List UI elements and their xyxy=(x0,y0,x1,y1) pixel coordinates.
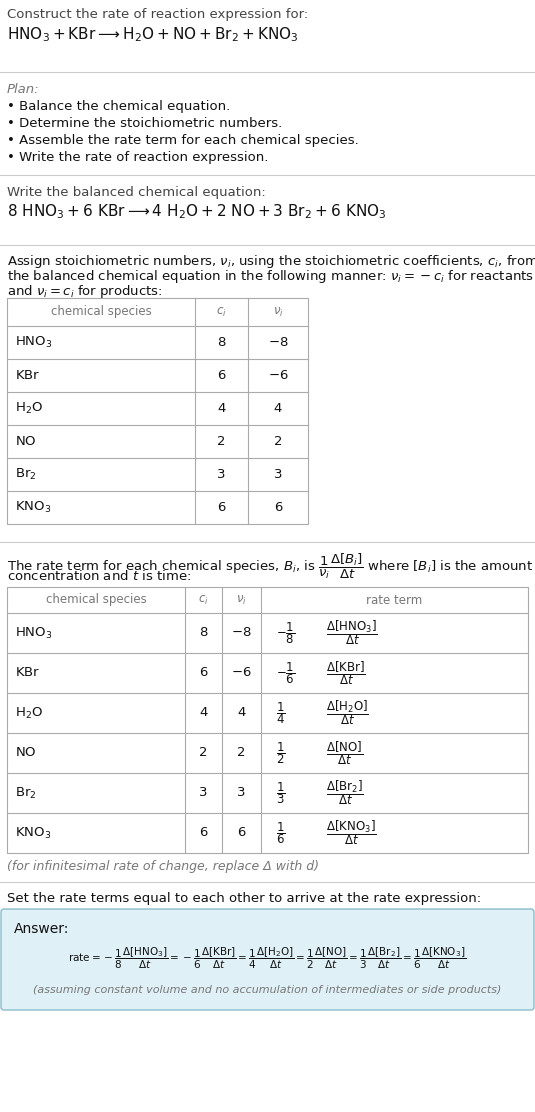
Text: $\mathrm{Br_2}$: $\mathrm{Br_2}$ xyxy=(15,785,36,801)
Text: $-6$: $-6$ xyxy=(231,666,252,679)
Text: $\dfrac{1}{4}$: $\dfrac{1}{4}$ xyxy=(276,701,286,726)
Text: 3: 3 xyxy=(274,468,282,481)
Text: 6: 6 xyxy=(200,826,208,840)
Text: $\mathrm{Br_2}$: $\mathrm{Br_2}$ xyxy=(15,467,36,481)
Text: 6: 6 xyxy=(217,369,226,383)
Text: Set the rate terms equal to each other to arrive at the rate expression:: Set the rate terms equal to each other t… xyxy=(7,892,481,905)
Text: 4: 4 xyxy=(200,706,208,719)
Text: 6: 6 xyxy=(274,502,282,514)
Text: and $\nu_i = c_i$ for products:: and $\nu_i = c_i$ for products: xyxy=(7,282,163,300)
Text: $-\dfrac{1}{6}$: $-\dfrac{1}{6}$ xyxy=(276,661,295,686)
FancyBboxPatch shape xyxy=(1,909,534,1010)
Text: 6: 6 xyxy=(200,666,208,679)
Text: $\mathrm{KBr}$: $\mathrm{KBr}$ xyxy=(15,369,40,383)
Text: $\dfrac{\Delta[\mathrm{H_2O}]}{\Delta t}$: $\dfrac{\Delta[\mathrm{H_2O}]}{\Delta t}… xyxy=(326,698,369,727)
Text: $\nu_i$: $\nu_i$ xyxy=(236,594,247,606)
Text: 3: 3 xyxy=(217,468,226,481)
Text: (for infinitesimal rate of change, replace Δ with d): (for infinitesimal rate of change, repla… xyxy=(7,860,319,873)
Text: 6: 6 xyxy=(217,502,226,514)
Text: concentration and $t$ is time:: concentration and $t$ is time: xyxy=(7,569,191,583)
Text: 2: 2 xyxy=(217,435,226,448)
Text: $\mathrm{KNO_3}$: $\mathrm{KNO_3}$ xyxy=(15,825,51,841)
Text: 6: 6 xyxy=(238,826,246,840)
Text: Construct the rate of reaction expression for:: Construct the rate of reaction expressio… xyxy=(7,8,308,21)
Text: $\dfrac{1}{2}$: $\dfrac{1}{2}$ xyxy=(276,741,286,766)
Text: 2: 2 xyxy=(274,435,282,448)
Text: The rate term for each chemical species, $B_i$, is $\dfrac{1}{\nu_i}\dfrac{\Delt: The rate term for each chemical species,… xyxy=(7,552,533,582)
Text: 4: 4 xyxy=(217,403,226,415)
Text: • Balance the chemical equation.: • Balance the chemical equation. xyxy=(7,100,230,113)
Text: $\dfrac{1}{3}$: $\dfrac{1}{3}$ xyxy=(276,781,286,806)
Text: $\dfrac{\Delta[\mathrm{NO}]}{\Delta t}$: $\dfrac{\Delta[\mathrm{NO}]}{\Delta t}$ xyxy=(326,739,363,767)
Text: $\mathrm{rate} = -\dfrac{1}{8}\dfrac{\Delta[\mathrm{HNO_3}]}{\Delta t} = -\dfrac: $\mathrm{rate} = -\dfrac{1}{8}\dfrac{\De… xyxy=(68,945,467,971)
Text: $-8$: $-8$ xyxy=(231,626,252,639)
Text: 2: 2 xyxy=(237,746,246,759)
Text: rate term: rate term xyxy=(366,594,423,606)
Text: $\mathrm{NO}$: $\mathrm{NO}$ xyxy=(15,746,37,759)
Text: $-8$: $-8$ xyxy=(268,336,288,349)
Text: chemical species: chemical species xyxy=(45,594,147,606)
Text: 8: 8 xyxy=(200,626,208,639)
Text: Write the balanced chemical equation:: Write the balanced chemical equation: xyxy=(7,186,266,199)
Text: $\mathrm{H_2O}$: $\mathrm{H_2O}$ xyxy=(15,401,43,416)
Text: (assuming constant volume and no accumulation of intermediates or side products): (assuming constant volume and no accumul… xyxy=(33,985,502,995)
Text: Assign stoichiometric numbers, $\nu_i$, using the stoichiometric coefficients, $: Assign stoichiometric numbers, $\nu_i$, … xyxy=(7,254,535,270)
Bar xyxy=(7,587,528,853)
Text: • Determine the stoichiometric numbers.: • Determine the stoichiometric numbers. xyxy=(7,117,282,130)
Text: $c_i$: $c_i$ xyxy=(216,306,227,318)
Text: Plan:: Plan: xyxy=(7,83,40,96)
Text: • Assemble the rate term for each chemical species.: • Assemble the rate term for each chemic… xyxy=(7,135,359,147)
Text: 3: 3 xyxy=(237,786,246,800)
Text: $\nu_i$: $\nu_i$ xyxy=(273,306,284,318)
Bar xyxy=(7,298,308,524)
Text: $\dfrac{\Delta[\mathrm{KBr}]}{\Delta t}$: $\dfrac{\Delta[\mathrm{KBr}]}{\Delta t}$ xyxy=(326,659,366,687)
Text: $-\dfrac{1}{8}$: $-\dfrac{1}{8}$ xyxy=(276,620,295,646)
Text: 4: 4 xyxy=(238,706,246,719)
Text: $\mathrm{KBr}$: $\mathrm{KBr}$ xyxy=(15,666,40,679)
Text: $\mathrm{HNO_3 + KBr \longrightarrow H_2O + NO + Br_2 + KNO_3}$: $\mathrm{HNO_3 + KBr \longrightarrow H_2… xyxy=(7,24,299,43)
Text: $\dfrac{\Delta[\mathrm{HNO_3}]}{\Delta t}$: $\dfrac{\Delta[\mathrm{HNO_3}]}{\Delta t… xyxy=(326,618,378,647)
Text: 8: 8 xyxy=(217,336,226,349)
Text: $\mathrm{KNO_3}$: $\mathrm{KNO_3}$ xyxy=(15,500,51,515)
Text: $\mathrm{HNO_3}$: $\mathrm{HNO_3}$ xyxy=(15,625,52,641)
Text: $\mathrm{NO}$: $\mathrm{NO}$ xyxy=(15,435,37,448)
Text: $\dfrac{\Delta[\mathrm{Br_2}]}{\Delta t}$: $\dfrac{\Delta[\mathrm{Br_2}]}{\Delta t}… xyxy=(326,778,364,807)
Text: $\mathrm{HNO_3}$: $\mathrm{HNO_3}$ xyxy=(15,335,52,350)
Text: $\mathrm{H_2O}$: $\mathrm{H_2O}$ xyxy=(15,705,43,721)
Text: $\dfrac{\Delta[\mathrm{KNO_3}]}{\Delta t}$: $\dfrac{\Delta[\mathrm{KNO_3}]}{\Delta t… xyxy=(326,818,377,847)
Text: • Write the rate of reaction expression.: • Write the rate of reaction expression. xyxy=(7,151,269,163)
Text: $\mathrm{8\ HNO_3 + 6\ KBr \longrightarrow 4\ H_2O + 2\ NO + 3\ Br_2 + 6\ KNO_3}: $\mathrm{8\ HNO_3 + 6\ KBr \longrightarr… xyxy=(7,202,386,220)
Text: 4: 4 xyxy=(274,403,282,415)
Text: $-6$: $-6$ xyxy=(268,369,288,383)
Text: Answer:: Answer: xyxy=(14,922,70,936)
Text: $c_i$: $c_i$ xyxy=(198,594,209,606)
Text: $\dfrac{1}{6}$: $\dfrac{1}{6}$ xyxy=(276,821,286,846)
Text: 3: 3 xyxy=(199,786,208,800)
Text: chemical species: chemical species xyxy=(51,306,151,318)
Text: the balanced chemical equation in the following manner: $\nu_i = -c_i$ for react: the balanced chemical equation in the fo… xyxy=(7,268,534,285)
Text: 2: 2 xyxy=(199,746,208,759)
